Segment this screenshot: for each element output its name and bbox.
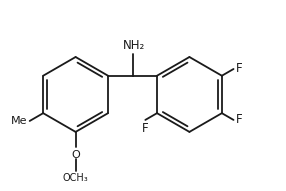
Text: F: F: [142, 122, 149, 135]
Text: OCH₃: OCH₃: [63, 173, 88, 183]
Text: F: F: [236, 113, 243, 126]
Text: Me: Me: [11, 116, 27, 126]
Text: F: F: [236, 62, 243, 75]
Text: O: O: [71, 150, 80, 160]
Text: NH₂: NH₂: [123, 39, 145, 52]
